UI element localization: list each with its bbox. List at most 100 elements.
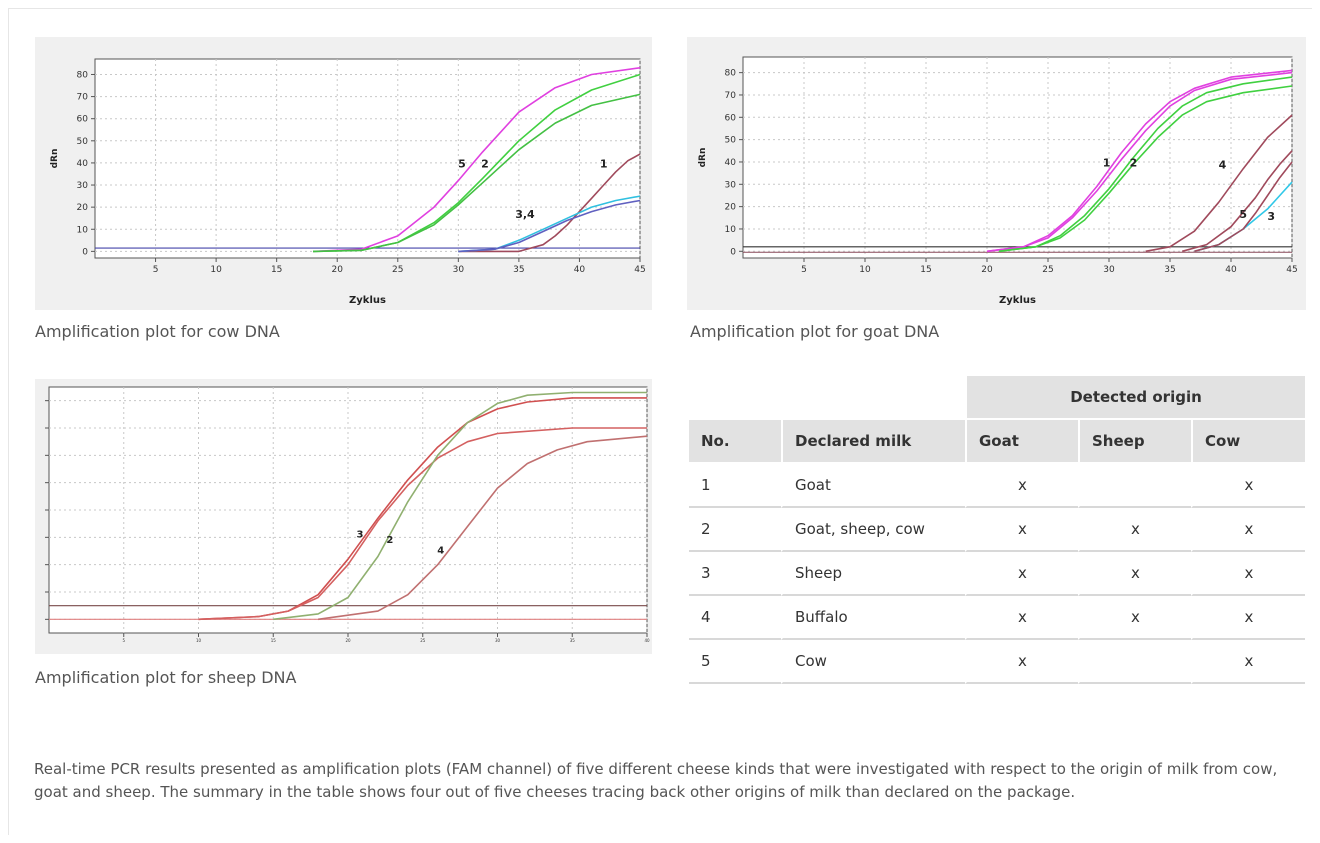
series-line-5 (312, 67, 641, 253)
table-row: 3 Sheep x x x (689, 552, 1305, 596)
curve-label: 3,4 (515, 208, 535, 221)
x-tick-label: 25 (392, 265, 403, 275)
row-number: 2 (689, 508, 781, 552)
x-tick-label: 30 (453, 265, 465, 275)
x-tick-label: 40 (1225, 265, 1237, 275)
table-row: 2 Goat, sheep, cow x x x (689, 508, 1305, 552)
x-tick-label: 10 (210, 265, 222, 275)
table-row: 1 Goat x x (689, 464, 1305, 508)
cow-mark: x (1191, 552, 1305, 596)
y-tick-label: 0 (82, 247, 88, 257)
y-tick-label: 30 (77, 181, 89, 191)
x-tick-label: 40 (644, 638, 650, 643)
series-line-5 (1181, 150, 1293, 253)
y-tick-label: 10 (725, 225, 737, 235)
curve-label: 3 (356, 529, 363, 540)
origin-summary-table: Detected origin No. Declared milk Goat S… (689, 376, 1305, 684)
x-tick-label: 15 (271, 638, 277, 643)
sheep-mark: x (1078, 552, 1191, 596)
sheep-mark (1078, 464, 1191, 508)
x-axis-label: Zyklus (349, 295, 386, 306)
y-tick-label: 30 (725, 180, 737, 190)
x-tick-label: 15 (271, 265, 282, 275)
series-line-unlabeled-7 (1194, 161, 1293, 253)
x-tick-label: 40 (574, 265, 586, 275)
cow-plot-caption: Amplification plot for cow DNA (35, 322, 280, 341)
sheep-amplification-plot: 5 10 15 20 25 30 35 40 3 2 4 (35, 379, 652, 654)
goat-plot-caption: Amplification plot for goat DNA (690, 322, 940, 341)
curve-label: 5 (1239, 208, 1247, 221)
y-tick-label: 20 (77, 203, 89, 213)
curve-label: 3 (1267, 210, 1275, 223)
goat-amplification-plot: 5 10 15 20 25 30 35 40 45 0 10 20 30 40 50 60 70 80 1 2 4 5 3 Z… (687, 37, 1306, 310)
plot-area (742, 56, 1293, 259)
x-axis-label: Zyklus (999, 295, 1036, 306)
table-group-header-row: Detected origin (689, 376, 1305, 420)
y-tick-label: 40 (77, 159, 89, 169)
x-tick-label: 25 (420, 638, 426, 643)
series-line-2 (273, 391, 647, 621)
x-tick-label: 5 (801, 265, 807, 275)
table-row: 4 Buffalo x x x (689, 596, 1305, 640)
column-header-cow: Cow (1191, 420, 1305, 464)
sheep-plot-caption: Amplification plot for sheep DNA (35, 668, 297, 687)
x-tick-label: 10 (859, 265, 871, 275)
cow-mark: x (1191, 464, 1305, 508)
y-tick-label: 70 (725, 91, 737, 101)
y-tick-label: 10 (77, 225, 89, 235)
x-tick-label: 35 (513, 265, 524, 275)
curve-label: 1 (600, 157, 608, 170)
series-line-unlabeled-3 (999, 85, 1293, 253)
series-line-2 (999, 76, 1293, 253)
goat-mark: x (965, 508, 1078, 552)
sheep-mark (1078, 640, 1191, 684)
column-header-no: No. (689, 420, 781, 464)
table-row: 5 Cow x x (689, 640, 1305, 684)
x-tick-label: 45 (1286, 265, 1297, 275)
series-line-4 (1145, 114, 1293, 253)
row-number: 5 (689, 640, 781, 684)
series-line-4 (317, 435, 648, 621)
row-number: 3 (689, 552, 781, 596)
x-tick-label: 15 (920, 265, 931, 275)
table-header-blank (689, 376, 965, 420)
y-axis-label: dRn (698, 148, 708, 168)
curve-label: 5 (458, 157, 466, 170)
y-tick-label: 60 (725, 113, 737, 123)
x-tick-label: 20 (981, 265, 993, 275)
sheep-mark: x (1078, 508, 1191, 552)
declared-milk: Goat, sheep, cow (781, 508, 965, 552)
declared-milk: Buffalo (781, 596, 965, 640)
figure-description: Real-time PCR results presented as ampli… (34, 760, 1278, 801)
sheep-plot-svg: 5 10 15 20 25 30 35 40 3 2 4 (45, 386, 650, 643)
x-tick-label: 5 (153, 265, 159, 275)
declared-milk: Cow (781, 640, 965, 684)
y-tick-label: 50 (77, 137, 89, 147)
content-frame (8, 8, 1312, 835)
y-tick-label: 20 (725, 203, 737, 213)
x-tick-label: 30 (495, 638, 501, 643)
cow-mark: x (1191, 508, 1305, 552)
table-header-row: No. Declared milk Goat Sheep Cow (689, 420, 1305, 464)
series-line-unlabeled-5 (458, 199, 641, 253)
goat-mark: x (965, 596, 1078, 640)
goat-mark: x (965, 464, 1078, 508)
column-header-sheep: Sheep (1078, 420, 1191, 464)
y-tick-label: 40 (725, 158, 737, 168)
y-tick-label: 80 (77, 70, 89, 80)
series-line-unlabeled-1 (198, 427, 647, 621)
y-tick-label: 80 (725, 69, 737, 79)
y-tick-label: 60 (77, 115, 89, 125)
x-tick-label: 20 (331, 265, 343, 275)
column-header-goat: Goat (965, 420, 1078, 464)
curve-label: 2 (1130, 156, 1138, 169)
x-tick-label: 25 (1042, 265, 1053, 275)
x-tick-label: 30 (1103, 265, 1115, 275)
x-tick-label: 20 (345, 638, 351, 643)
curve-label: 4 (1219, 159, 1227, 172)
x-tick-label: 10 (196, 638, 202, 643)
x-tick-label: 45 (634, 265, 645, 275)
plot-area (94, 58, 641, 259)
detected-origin-header: Detected origin (965, 376, 1305, 420)
x-tick-label: 5 (122, 638, 125, 643)
